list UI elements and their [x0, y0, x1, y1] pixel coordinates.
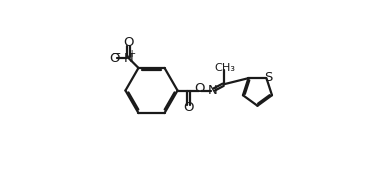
Text: +: + — [127, 49, 136, 60]
Text: S: S — [264, 71, 272, 84]
Text: −: − — [111, 49, 121, 59]
Text: O: O — [183, 101, 194, 114]
Text: O: O — [195, 82, 205, 95]
Text: N: N — [208, 84, 217, 97]
Text: CH₃: CH₃ — [214, 63, 235, 73]
Text: N: N — [124, 52, 133, 65]
Text: O: O — [123, 36, 134, 49]
Text: O: O — [109, 52, 120, 65]
